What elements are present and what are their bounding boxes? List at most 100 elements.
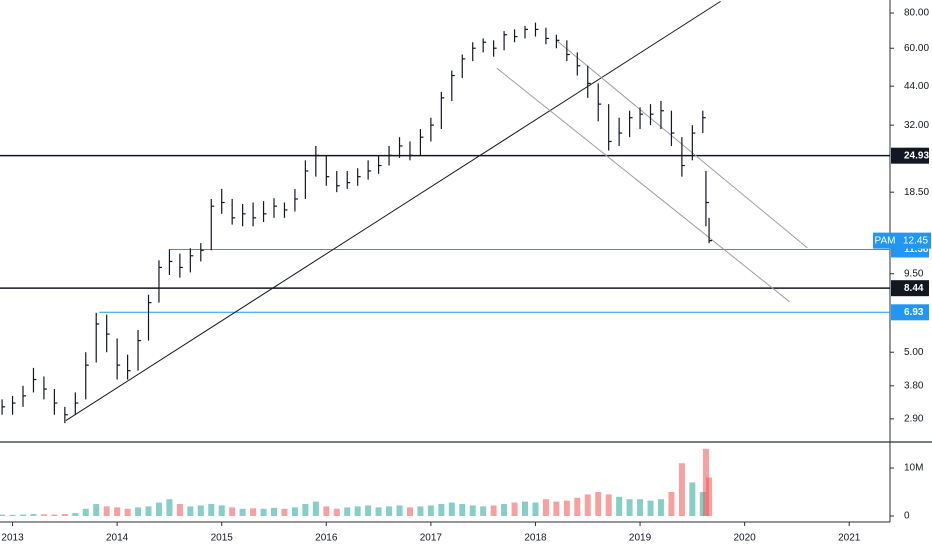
volume-bar	[595, 492, 602, 516]
volume-bar	[323, 506, 330, 516]
volume-bar	[124, 508, 131, 516]
symbol-tag	[873, 232, 897, 249]
y-tick-label: 3.80	[904, 380, 924, 391]
volume-bar	[145, 506, 152, 516]
volume-bar	[271, 507, 278, 516]
symbol-tag-label: PAM	[875, 235, 896, 246]
volume-bar	[511, 502, 518, 516]
y-tick-label: 5.00	[904, 347, 924, 358]
x-tick-label: 2019	[629, 533, 652, 544]
volume-bar	[699, 492, 706, 516]
volume-bar	[61, 514, 68, 516]
volume-bar	[135, 507, 142, 516]
y-tick-label: 32.00	[904, 120, 929, 131]
volume-bar	[291, 507, 298, 516]
volume-bar	[490, 505, 497, 516]
volume-bar	[668, 492, 675, 516]
x-tick-label: 2017	[420, 533, 443, 544]
volume-bar	[480, 506, 487, 516]
volume-bar	[93, 504, 100, 516]
x-tick-label: 2016	[315, 533, 338, 544]
volume-bar	[406, 507, 413, 516]
volume-bar	[354, 506, 361, 516]
price-tag-label: 8.44	[904, 283, 924, 294]
volume-bar	[706, 477, 713, 516]
volume-bar	[501, 504, 508, 516]
volume-bar	[689, 482, 696, 516]
x-tick-label: 2020	[734, 533, 757, 544]
y-tick-label: 9.50	[904, 268, 924, 279]
y-tick-label: 18.50	[904, 187, 929, 198]
volume-bar	[114, 507, 121, 516]
volume-bar	[187, 506, 194, 516]
volume-bar	[72, 513, 79, 516]
volume-bar	[176, 504, 183, 516]
y-tick-label: 2.90	[904, 414, 924, 425]
volume-bar	[605, 494, 612, 516]
price-tag-label: 24.93	[904, 150, 929, 161]
volume-bar	[281, 508, 288, 516]
volume-bar	[302, 504, 309, 516]
volume-bar	[542, 499, 549, 516]
volume-tick-label: 0	[904, 511, 910, 522]
price-tag-label: 11.58	[904, 244, 929, 255]
volume-bar	[9, 514, 16, 516]
volume-bar	[574, 497, 581, 516]
volume-bar	[103, 506, 110, 516]
volume-bar	[0, 514, 6, 516]
volume-bar	[702, 448, 709, 516]
volume-bar	[678, 463, 685, 516]
price-tag	[891, 147, 929, 164]
last-price-label: 12.45	[903, 235, 928, 246]
volume-bar	[333, 508, 340, 516]
volume-bar	[647, 500, 654, 516]
trend-line	[496, 67, 790, 303]
volume-bar	[427, 505, 434, 516]
volume-bar	[626, 499, 633, 516]
y-tick-label: 60.00	[904, 43, 929, 54]
x-tick-label: 2021	[838, 533, 861, 544]
volume-bar	[657, 499, 664, 516]
volume-bar	[208, 504, 215, 516]
volume-bar	[218, 505, 225, 516]
price-tag	[891, 304, 929, 321]
x-tick-label: 2018	[524, 533, 547, 544]
price-tag	[891, 280, 929, 297]
x-tick-label: 2014	[106, 533, 129, 544]
volume-bar	[459, 504, 466, 516]
volume-bar	[40, 514, 47, 516]
volume-bar	[260, 508, 267, 516]
volume-bar	[396, 505, 403, 516]
volume-bar	[553, 501, 560, 516]
volume-bar	[30, 514, 37, 516]
volume-bar	[344, 507, 351, 516]
volume-bar	[20, 514, 27, 516]
volume-bar	[417, 506, 424, 516]
volume-bar	[166, 499, 173, 516]
volume-bar	[469, 505, 476, 516]
y-tick-label: 44.00	[904, 81, 929, 92]
volume-bar	[239, 508, 246, 516]
x-tick-label: 2015	[211, 533, 234, 544]
volume-bar	[250, 508, 257, 516]
volume-bar	[229, 507, 236, 516]
volume-bar	[155, 502, 162, 516]
volume-bar	[365, 505, 372, 516]
volume-bar	[584, 494, 591, 516]
volume-tick-label: 10M	[904, 463, 923, 474]
price-tag-label: 6.93	[904, 307, 924, 318]
volume-bar	[375, 507, 382, 516]
last-price-tag	[897, 232, 931, 249]
volume-bar	[312, 501, 319, 516]
volume-bar	[51, 514, 58, 516]
trend-line	[65, 0, 721, 421]
volume-bar	[386, 506, 393, 516]
volume-bar	[637, 499, 644, 516]
volume-bar	[616, 496, 623, 516]
volume-bar	[522, 501, 529, 516]
volume-bar	[448, 502, 455, 516]
volume-bar	[532, 502, 539, 516]
volume-bar	[197, 505, 204, 516]
